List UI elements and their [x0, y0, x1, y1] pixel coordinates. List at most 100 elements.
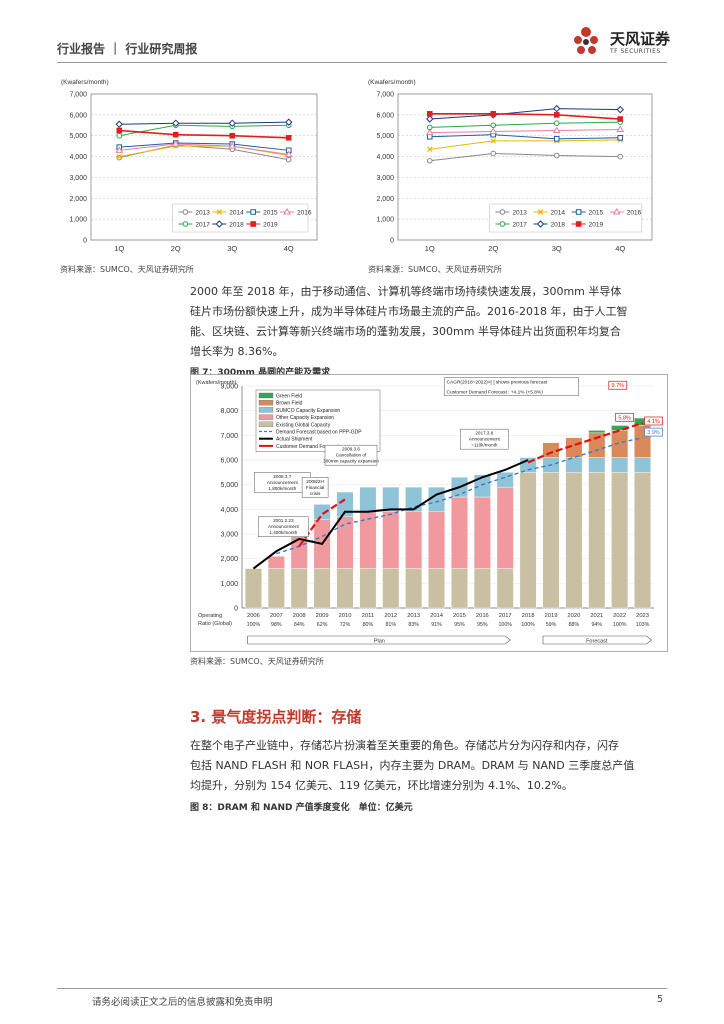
series-2015 — [426, 131, 624, 142]
y-tick-label: 4,000 — [69, 154, 87, 161]
cagr-box — [644, 427, 663, 437]
y-axis-label: (Kwafers/month) — [368, 79, 416, 86]
legend-label: 2019 — [589, 222, 604, 229]
series-2019 — [116, 127, 292, 141]
series-line — [119, 129, 289, 139]
legend-marker — [536, 220, 545, 228]
data-point — [285, 118, 293, 126]
operating-ratio-value: 98% — [271, 622, 282, 628]
legend-label: Existing Global Capacity — [276, 422, 331, 428]
series-2017 — [426, 119, 624, 131]
legend-label: Customer Demand Forecast — [276, 444, 339, 450]
x-tick-label: 2007 — [270, 613, 283, 619]
data-point — [489, 127, 498, 135]
data-point — [172, 119, 180, 127]
legend-label: Demand Forecast based on PPP-GDP — [276, 430, 362, 436]
bar-segment — [359, 486, 377, 512]
y-tick-label: 2,000 — [69, 196, 87, 203]
y-tick-label: 0 — [234, 606, 238, 613]
bar-segment — [313, 568, 331, 609]
annotation-line: Announcement — [268, 524, 300, 529]
legend-marker — [499, 221, 506, 227]
legend-label: 2018 — [229, 222, 244, 229]
bar-segment — [496, 486, 514, 569]
series-2016 — [115, 140, 293, 157]
legend-label: 2019 — [263, 222, 278, 229]
annotation-line: 300mm capacity expansion — [323, 459, 379, 464]
legend-marker — [499, 209, 506, 215]
series-line — [429, 128, 621, 134]
annotation-box — [258, 516, 309, 537]
legend-label: 2017 — [512, 222, 527, 229]
y-tick-label: 7,000 — [220, 433, 238, 440]
y-tick-label: 5,000 — [376, 133, 394, 140]
annotation-box — [444, 377, 579, 396]
annotation-line: Cancellation of — [336, 453, 367, 458]
legend-swatch — [258, 414, 274, 420]
bar-segment — [496, 472, 514, 488]
legend-marker — [537, 209, 544, 215]
source-right: 资料来源：SUMCO、天风证券研究所 — [368, 265, 502, 274]
operating-ratio-value: 59% — [546, 622, 557, 628]
data-point — [552, 126, 561, 133]
operating-ratio-value: 95% — [477, 622, 488, 628]
legend-label: Actual Shipment — [276, 437, 313, 443]
y-tick-label: 1,000 — [69, 217, 87, 224]
data-point — [426, 157, 433, 164]
bar-segment — [588, 457, 606, 473]
y-tick-label: 7,000 — [69, 92, 87, 99]
bar-segment — [336, 568, 354, 609]
legend-marker — [575, 221, 582, 227]
cagr-box — [615, 412, 635, 422]
legend-marker — [182, 209, 189, 215]
x-tick-label: 2013 — [407, 613, 420, 619]
bar-segment — [634, 457, 651, 473]
data-point — [172, 131, 179, 138]
data-point — [229, 132, 236, 139]
legend-swatch — [258, 421, 274, 427]
data-point — [553, 120, 560, 127]
y-tick-label: 9,000 — [220, 384, 238, 391]
bar-segment — [267, 568, 285, 609]
series-line — [429, 134, 621, 140]
figure8-caption: 图 8：DRAM 和 NAND 产值季度变化 单位：亿美元 — [190, 803, 413, 813]
data-point — [426, 115, 434, 123]
y-tick-label: 2,000 — [220, 556, 238, 563]
operating-ratio-label-line: Ratio (Global) — [198, 621, 232, 627]
legend-swatch — [258, 400, 274, 406]
data-point — [285, 156, 292, 163]
data-point — [490, 138, 496, 144]
legend-label: Brown Field — [276, 401, 303, 407]
y-tick-label: 0 — [390, 238, 394, 245]
x-tick-label: 2Q — [488, 244, 498, 253]
legend-label: 2015 — [263, 210, 278, 217]
cagr-box — [608, 380, 628, 390]
legend: 2013 2014 2015 2016 2017 2018 2019 — [489, 203, 643, 233]
series-2013 — [426, 150, 624, 164]
x-tick-label: 2019 — [545, 613, 558, 619]
paragraph-line: 能、区块链、云计算等新兴终端市场的蓬勃发展，300mm 半导体硅片出货面积年均复… — [190, 325, 621, 338]
bar-segment — [405, 486, 423, 512]
y-axis-label: (Kwafers/month) — [196, 380, 237, 386]
x-tick-label: 2008 — [293, 613, 306, 619]
x-tick-label: 1Q — [425, 244, 435, 253]
paragraph-line: 均提升，分别为 154 亿美元、119 亿美元，环比增速分别为 4.1%、10.… — [190, 779, 573, 792]
annotation-text: 2008.3.7 Announcement 1,800k/month — [267, 474, 299, 491]
brand-name: 天风证券 — [610, 30, 671, 48]
legend-marker — [182, 221, 189, 227]
series-line — [429, 152, 621, 162]
y-tick-label: 5,000 — [220, 482, 238, 489]
data-point — [285, 135, 292, 141]
data-point — [284, 150, 293, 157]
annotation-line: 2017.3.8 — [475, 431, 493, 436]
paragraph-silicon-wafer: 2000 年至 2018 年，由于移动通信、计算机等终端市场持续快速发展，300… — [190, 282, 668, 362]
x-tick-label: 2006 — [247, 613, 260, 619]
legend-marker — [250, 209, 256, 215]
flower-icon — [574, 27, 598, 54]
brand-subtitle: TF SECURITIES — [610, 48, 661, 55]
cagr-label: 3.9% — [647, 430, 660, 436]
series-line — [119, 145, 289, 158]
series-line — [429, 139, 621, 150]
paragraph-line: 在整个电子产业链中，存储芯片扮演着至关重要的角色。存储芯片分为闪存和内存，闪存 — [190, 739, 619, 752]
